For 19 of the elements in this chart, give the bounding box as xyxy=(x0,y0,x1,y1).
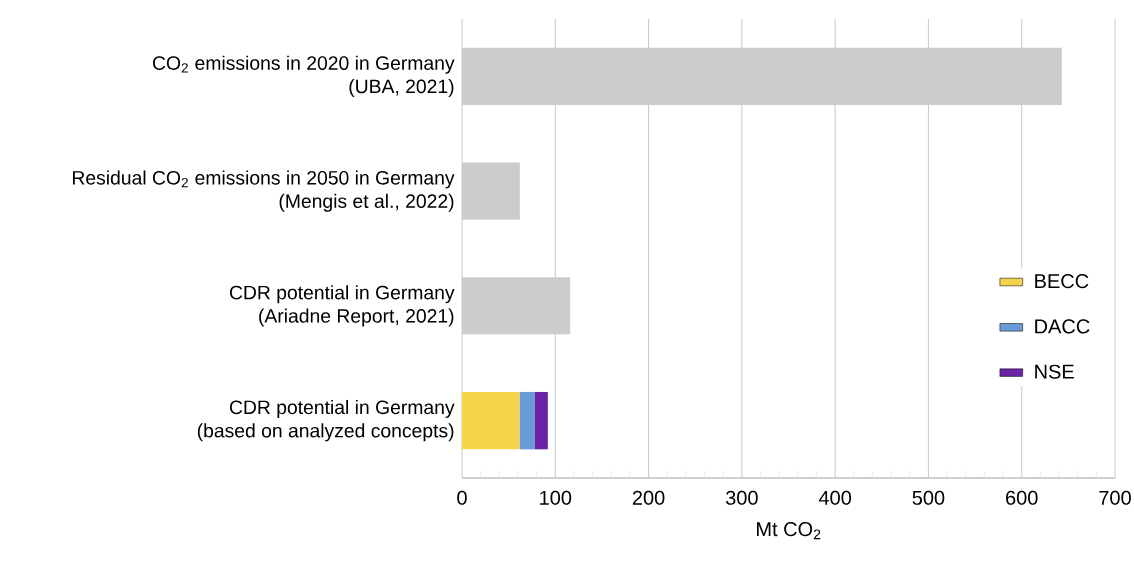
x-tick-label: 400 xyxy=(818,490,852,505)
legend-label: NSE xyxy=(1035,364,1074,379)
bar xyxy=(462,391,520,450)
bar xyxy=(519,391,535,450)
bar xyxy=(534,391,548,450)
x-axis-title: Mt CO$_{2}$ xyxy=(757,522,821,540)
y-tick-label: CDR potential in Germany (Ariadne Report, 2021) xyxy=(229,285,455,327)
y-tick-label: CDR potential in Germany (based on analyzed concepts) xyxy=(197,399,455,442)
x-tick-label: 500 xyxy=(912,490,945,505)
x-tick-label: 300 xyxy=(725,490,758,505)
x-tick-label: 0 xyxy=(457,490,467,505)
y-tick-label: CO$_{2}$ emissions in 2020 in Germany (UBA, 2021) xyxy=(152,55,455,98)
x-tick-label: 700 xyxy=(1099,490,1131,505)
x-tick-label: 200 xyxy=(632,490,665,505)
x-tick-label: 600 xyxy=(1006,490,1038,505)
legend-label: BECC xyxy=(1035,274,1089,289)
legend-label: DACC xyxy=(1035,319,1090,334)
y-tick-label: Residual CO$_{2}$ emissions in 2050 in Germany (Mengis et al., 2022) xyxy=(73,170,455,212)
x-tick-label: 100 xyxy=(540,490,572,505)
